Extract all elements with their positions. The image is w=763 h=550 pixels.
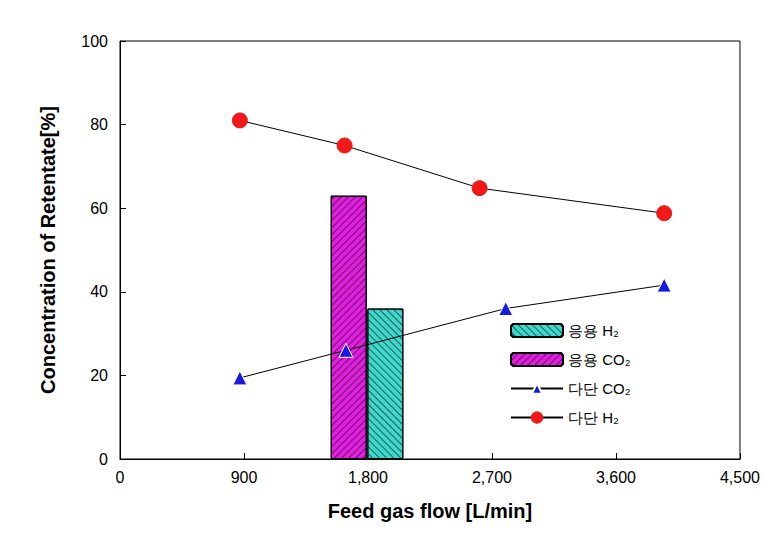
svg-text:100: 100 (81, 33, 108, 50)
svg-text:2,700: 2,700 (472, 469, 512, 486)
svg-text:60: 60 (90, 200, 108, 217)
svg-text:Concentration of Retentate[%]: Concentration of Retentate[%] (37, 106, 59, 394)
svg-text:Feed gas flow [L/min]: Feed gas flow [L/min] (328, 500, 532, 522)
svg-text:80: 80 (90, 116, 108, 133)
svg-text:4,500: 4,500 (720, 469, 760, 486)
svg-text:응용 H₂: 응용 H₂ (568, 322, 619, 339)
svg-text:응용 CO₂: 응용 CO₂ (568, 351, 631, 368)
svg-text:다단 H₂: 다단 H₂ (568, 409, 619, 426)
svg-text:다단 CO₂: 다단 CO₂ (568, 380, 631, 397)
svg-text:0: 0 (99, 451, 108, 468)
svg-text:20: 20 (90, 367, 108, 384)
svg-text:900: 900 (231, 469, 258, 486)
svg-text:3,600: 3,600 (596, 469, 636, 486)
svg-text:40: 40 (90, 283, 108, 300)
svg-text:1,800: 1,800 (348, 469, 388, 486)
svg-text:0: 0 (116, 469, 125, 486)
